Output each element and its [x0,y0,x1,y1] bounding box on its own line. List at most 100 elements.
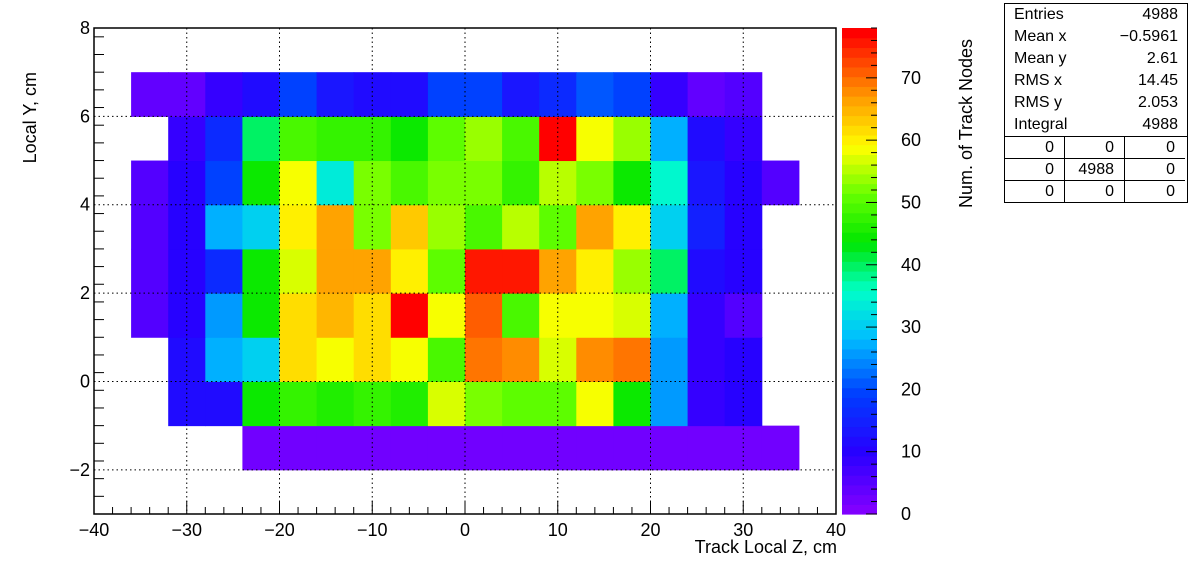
palette-band [842,37,877,49]
heatmap-cell [131,160,169,206]
stats-row: RMS x 14.45 [1005,70,1187,92]
heatmap-cell [427,72,466,117]
x-tick-label: −30 [171,520,202,540]
palette-band [842,416,877,428]
heatmap-cell [502,425,540,471]
heatmap-cell [539,293,577,338]
palette-band [842,377,877,389]
heatmap-cell [576,337,614,382]
heatmap-cell [650,72,689,117]
heatmap-cell [650,381,689,427]
palette-band [842,358,877,369]
palette-band [842,261,877,272]
heatmap-cell [205,381,243,427]
stats-label: RMS x [1014,72,1062,89]
heatmap-cell [613,425,651,471]
heatmap-cell [613,72,651,117]
heatmap-cell [465,160,503,206]
heatmap-cell [316,204,355,250]
plot-gridlines [94,28,836,514]
heatmap-cell [390,204,429,250]
y-axis: −2 0 2 4 6 8 [69,18,104,515]
palette-band [842,465,877,476]
z-tick-label: 20 [901,379,921,399]
heatmap-cell [576,425,614,471]
palette-band [842,290,877,301]
heatmap-cell [502,116,540,162]
x-tick-label: 10 [548,520,568,540]
stats-value: 2.053 [1137,94,1178,111]
heatmap-cell [650,204,689,250]
heatmap-cell [390,337,429,382]
overflow-cell: 0 [1065,181,1125,202]
palette-band [842,232,877,243]
y-tick-label: 8 [80,18,90,38]
palette-band [842,271,877,282]
stats-label: Entries [1014,6,1064,23]
heatmap-cell [465,72,503,117]
heatmap-cell [687,293,726,338]
heatmap-cell [687,337,726,382]
color-palette [842,28,877,515]
heatmap-cell [687,381,726,427]
heatmap-cell [316,425,355,471]
overflow-cell: 0 [1005,137,1065,159]
palette-band [842,66,877,78]
stats-value: 14.45 [1137,72,1178,89]
heatmap-cell [390,160,429,206]
palette-band [842,202,877,214]
palette-band [842,47,877,58]
palette-band [842,280,877,292]
palette-band [842,407,877,418]
heatmap-cell [502,160,540,206]
heatmap-cell [131,72,169,117]
palette-band [842,339,877,350]
stats-label: Mean x [1014,28,1067,45]
heatmap-cell [502,248,540,294]
heatmap-cell [724,293,763,338]
heatmap-cell [650,293,689,338]
heatmap-cell [390,248,429,294]
palette-band [842,86,877,97]
heatmap-cell [316,337,355,382]
heatmap-cell [427,116,466,162]
heatmap-cell [465,381,503,427]
palette-band [842,387,877,398]
heatmap-cell [502,293,540,338]
heatmap-cell [279,381,318,427]
stats-row: RMS y 2.053 [1005,92,1187,114]
heatmap-cell [613,337,651,382]
heatmap-cell [427,381,466,427]
heatmap-cell [205,116,243,162]
x-tick-label: 30 [733,520,753,540]
palette-band [842,309,877,321]
heatmap-cell [279,160,318,206]
heatmap-cell [242,72,280,117]
heatmap-cell [465,337,503,382]
x-tick-label: −20 [264,520,295,540]
stats-value: 4988 [1142,6,1178,23]
heatmap-cell [427,248,466,294]
heatmap-cell [316,293,355,338]
heatmap-cell [205,293,243,338]
palette-band [842,154,877,165]
palette-band [842,193,877,204]
heatmap-cell [502,381,540,427]
heatmap-cell [242,425,280,471]
z-tick-label: 10 [901,442,921,462]
z-axis: 0 10 20 30 40 50 60 70 [866,27,921,524]
palette-band [842,368,877,379]
palette-band [842,115,877,126]
heatmap-cell [390,116,429,162]
x-tick-label: −10 [357,520,388,540]
y-axis-label: Local Y, cm [20,72,40,163]
palette-band [842,300,877,311]
heatmap-cell [724,160,763,206]
heatmap-cell [242,160,280,206]
overflow-cell: 0 [1065,137,1125,159]
heatmap-cell [502,337,540,382]
heatmap-cell [687,425,726,471]
stats-label: Integral [1014,116,1068,133]
heatmap-cell [539,160,577,206]
palette-band [842,144,877,155]
